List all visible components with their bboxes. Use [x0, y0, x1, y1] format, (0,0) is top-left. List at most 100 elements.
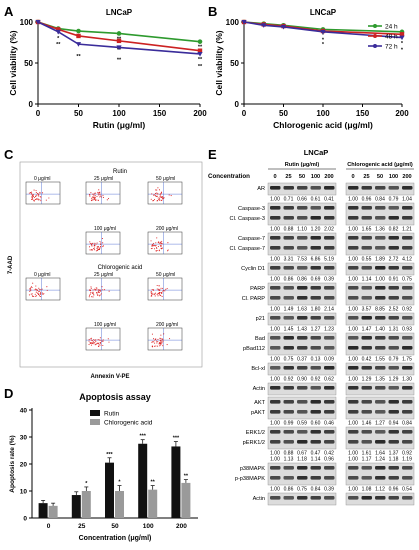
wb-quant-value: 1.55	[375, 357, 385, 363]
flow-event-dot	[43, 293, 45, 295]
wb-band	[375, 266, 386, 270]
panel-letter-c: C	[4, 147, 14, 162]
wb-band	[270, 366, 281, 370]
flow-event-dot	[162, 340, 164, 342]
wb-protein-label: Cl. PARP	[242, 296, 265, 302]
bar	[171, 446, 181, 518]
flow-event-dot	[90, 192, 92, 194]
flow-event-dot	[158, 250, 160, 252]
wb-quant-value: 0.84	[311, 487, 321, 493]
flow-event-dot	[100, 339, 102, 341]
flow-event-dot	[107, 338, 109, 340]
flow-event-dot	[99, 193, 101, 195]
flow-event-dot	[42, 293, 44, 295]
flow-event-dot	[153, 338, 155, 340]
flow-event-dot	[169, 338, 171, 340]
wb-band	[270, 476, 281, 480]
wb-band	[388, 266, 399, 270]
wb-band	[388, 496, 399, 500]
wb-band	[283, 216, 294, 220]
wb-lane-label: 100	[389, 174, 398, 180]
flow-event-dot	[34, 198, 36, 201]
wb-band	[375, 386, 386, 390]
flow-plot-label: 0 μg/ml	[34, 272, 51, 278]
flow-event-dot	[97, 191, 99, 193]
flow-event-dot	[91, 292, 93, 294]
wb-band	[402, 286, 413, 290]
wb-band	[348, 496, 359, 500]
flow-event-dot	[40, 292, 42, 294]
wb-protein-label: Bad	[255, 336, 265, 342]
wb-quant-value: 1.35	[375, 377, 385, 383]
wb-protein-label: Caspase-3	[238, 206, 265, 212]
flow-event-dot	[37, 192, 39, 194]
flow-event-dot	[35, 295, 37, 297]
wb-protein-label: Actin	[253, 386, 265, 392]
flow-event-dot	[37, 292, 39, 294]
flow-event-dot	[166, 287, 168, 290]
data-point	[280, 24, 287, 30]
wb-quant-value: 1.18	[389, 457, 399, 463]
flow-event-dot	[156, 200, 158, 202]
wb-quant-value: 0.71	[284, 197, 294, 203]
wb-quant-value: 0.92	[402, 307, 412, 313]
wb-band	[402, 316, 413, 320]
wb-band	[283, 366, 294, 370]
flow-event-dot	[34, 289, 36, 291]
flow-event-dot	[92, 342, 94, 344]
legend-marker	[373, 44, 377, 48]
wb-band	[283, 346, 294, 350]
flow-event-dot	[161, 338, 164, 340]
wb-quant-value: 1.10	[297, 227, 307, 233]
wb-lane-label: 200	[324, 174, 333, 180]
wb-protein-label: p-p38MAPK	[235, 476, 265, 482]
wb-band	[361, 476, 372, 480]
wb-quant-value: 0.94	[389, 421, 399, 427]
wb-quant-value: 0.54	[402, 487, 412, 493]
wb-band	[283, 206, 294, 210]
flow-event-dot	[98, 194, 100, 196]
flow-event-dot	[39, 288, 41, 290]
wb-band	[283, 246, 294, 250]
flow-event-dot	[97, 248, 99, 250]
flow-event-dot	[160, 196, 162, 198]
wb-protein-label: Cyclin D1	[241, 266, 265, 272]
wb-quant-value: 1.21	[402, 227, 412, 233]
wb-quant-value: 1.18	[297, 457, 307, 463]
y-axis-label: Apoptosis rate (%)	[9, 435, 16, 492]
wb-quant-value: 1.80	[311, 307, 321, 313]
wb-band	[270, 236, 281, 240]
data-point	[116, 45, 122, 51]
wb-band	[297, 440, 308, 444]
flow-event-dot	[162, 198, 164, 200]
flow-event-dot	[93, 342, 96, 344]
flow-event-dot	[157, 245, 159, 248]
flow-event-dot	[162, 287, 164, 289]
flow-event-dot	[88, 294, 91, 296]
flow-plot-label: 0 μg/ml	[34, 176, 51, 182]
flow-event-dot	[154, 339, 156, 341]
wb-quant-value: 2.52	[389, 307, 399, 313]
wb-quant-value: 1.89	[375, 257, 385, 263]
flow-event-dot	[96, 247, 98, 249]
flow-event-dot	[32, 194, 34, 196]
flow-event-dot	[29, 287, 32, 289]
wb-quant-value: 1.00	[348, 377, 358, 383]
flow-event-dot	[33, 196, 35, 199]
flow-event-dot	[97, 291, 99, 293]
wb-quant-value: 1.46	[362, 421, 372, 427]
flow-event-dot	[36, 198, 38, 200]
significance-label: *	[401, 48, 404, 54]
wb-quant-value: 1.00	[270, 421, 280, 427]
flow-event-dot	[161, 343, 163, 345]
wb-quant-value: 1.00	[270, 197, 280, 203]
flow-event-dot	[160, 341, 162, 343]
flow-event-dot	[31, 293, 33, 295]
wb-protein-label: p21	[256, 316, 265, 322]
wb-band	[348, 386, 359, 390]
flow-event-dot	[155, 292, 157, 294]
data-point	[56, 27, 61, 32]
flow-event-dot	[93, 245, 95, 247]
flow-event-dot	[160, 294, 162, 297]
flow-plot-label: 100 μg/ml	[94, 226, 116, 232]
